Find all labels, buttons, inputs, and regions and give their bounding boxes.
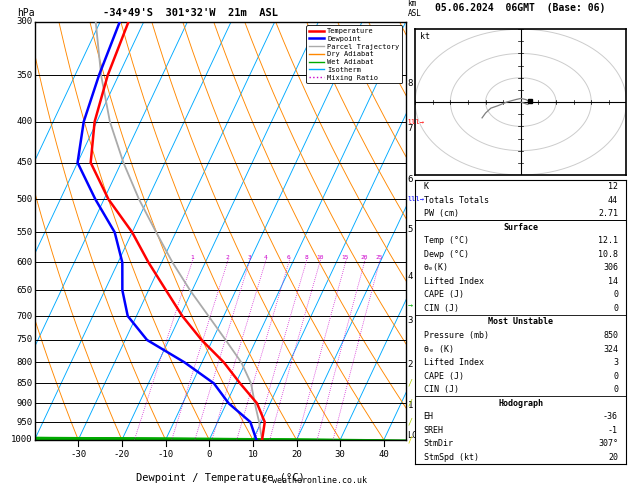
Text: lll→: lll→ xyxy=(408,119,425,125)
Text: StmSpd (kt): StmSpd (kt) xyxy=(423,453,479,462)
Text: /: / xyxy=(408,417,413,427)
Text: 2.71: 2.71 xyxy=(598,209,618,218)
Text: 307°: 307° xyxy=(598,439,618,448)
Text: 950: 950 xyxy=(16,417,33,427)
Text: /: / xyxy=(408,379,413,388)
Text: 40: 40 xyxy=(379,450,389,459)
Text: 3: 3 xyxy=(613,358,618,367)
Text: 324: 324 xyxy=(603,345,618,353)
Text: K: K xyxy=(423,182,428,191)
Text: 6: 6 xyxy=(287,256,291,260)
Text: CIN (J): CIN (J) xyxy=(423,304,459,313)
Text: Lifted Index: Lifted Index xyxy=(423,277,484,286)
Text: 850: 850 xyxy=(16,379,33,388)
Text: hPa: hPa xyxy=(17,8,35,17)
Text: -1: -1 xyxy=(608,426,618,435)
Text: 10: 10 xyxy=(248,450,259,459)
Text: Dewpoint / Temperature (°C): Dewpoint / Temperature (°C) xyxy=(136,473,304,483)
Text: Mixing Ratio (g/kg): Mixing Ratio (g/kg) xyxy=(450,183,459,278)
Text: 4: 4 xyxy=(408,272,413,281)
Text: 8: 8 xyxy=(304,256,308,260)
Text: 2: 2 xyxy=(408,360,413,369)
Text: lll→: lll→ xyxy=(408,196,425,202)
Text: kt: kt xyxy=(420,32,430,41)
Text: Pressure (mb): Pressure (mb) xyxy=(423,331,489,340)
Text: 15: 15 xyxy=(342,256,349,260)
Text: © weatheronline.co.uk: © weatheronline.co.uk xyxy=(262,476,367,485)
Text: 12: 12 xyxy=(608,182,618,191)
Text: -30: -30 xyxy=(70,450,86,459)
Text: Hodograph: Hodograph xyxy=(498,399,543,408)
Text: /: / xyxy=(408,399,413,408)
Text: 350: 350 xyxy=(16,71,33,80)
Text: 05.06.2024  06GMT  (Base: 06): 05.06.2024 06GMT (Base: 06) xyxy=(435,3,605,14)
Text: 0: 0 xyxy=(613,291,618,299)
Text: SREH: SREH xyxy=(423,426,443,435)
Text: 550: 550 xyxy=(16,228,33,237)
Legend: Temperature, Dewpoint, Parcel Trajectory, Dry Adiabat, Wet Adiabat, Isotherm, Mi: Temperature, Dewpoint, Parcel Trajectory… xyxy=(306,25,402,83)
Text: 700: 700 xyxy=(16,312,33,320)
Text: Most Unstable: Most Unstable xyxy=(488,317,554,327)
Text: 0: 0 xyxy=(206,450,212,459)
Text: 8: 8 xyxy=(408,79,413,88)
Text: -36: -36 xyxy=(603,412,618,421)
Text: 30: 30 xyxy=(335,450,345,459)
Text: 6: 6 xyxy=(408,174,413,184)
Text: 44: 44 xyxy=(608,196,618,205)
Text: 1000: 1000 xyxy=(11,435,33,444)
Text: 0: 0 xyxy=(613,372,618,381)
Text: Lifted Index: Lifted Index xyxy=(423,358,484,367)
Text: -20: -20 xyxy=(114,450,130,459)
Text: 1: 1 xyxy=(190,256,194,260)
Text: 900: 900 xyxy=(16,399,33,408)
Text: 600: 600 xyxy=(16,258,33,267)
Text: 0: 0 xyxy=(613,304,618,313)
Text: 300: 300 xyxy=(16,17,33,26)
Text: 2: 2 xyxy=(225,256,229,260)
Text: 20: 20 xyxy=(360,256,368,260)
Text: -34°49'S  301°32'W  21m  ASL: -34°49'S 301°32'W 21m ASL xyxy=(103,8,278,17)
Text: 750: 750 xyxy=(16,335,33,345)
Text: 500: 500 xyxy=(16,195,33,204)
Text: LCL: LCL xyxy=(408,431,423,440)
Text: CAPE (J): CAPE (J) xyxy=(423,372,464,381)
Text: 450: 450 xyxy=(16,158,33,167)
Text: 7: 7 xyxy=(408,124,413,133)
Text: EH: EH xyxy=(423,412,433,421)
Text: /: / xyxy=(408,435,413,444)
Text: 12.1: 12.1 xyxy=(598,236,618,245)
Text: CAPE (J): CAPE (J) xyxy=(423,291,464,299)
Text: 5: 5 xyxy=(408,225,413,234)
Text: →: → xyxy=(408,301,413,311)
Text: θₑ(K): θₑ(K) xyxy=(423,263,448,272)
Text: 800: 800 xyxy=(16,358,33,367)
Text: 0: 0 xyxy=(613,385,618,394)
Text: 10: 10 xyxy=(316,256,323,260)
Text: 14: 14 xyxy=(608,277,618,286)
Text: θₑ (K): θₑ (K) xyxy=(423,345,454,353)
Text: 10.8: 10.8 xyxy=(598,250,618,259)
Text: CIN (J): CIN (J) xyxy=(423,385,459,394)
Text: 850: 850 xyxy=(603,331,618,340)
Text: Surface: Surface xyxy=(503,223,538,232)
Text: 20: 20 xyxy=(608,453,618,462)
Text: Totals Totals: Totals Totals xyxy=(423,196,489,205)
Text: 650: 650 xyxy=(16,286,33,295)
Text: 400: 400 xyxy=(16,117,33,126)
Text: -10: -10 xyxy=(157,450,174,459)
Text: 306: 306 xyxy=(603,263,618,272)
Text: Temp (°C): Temp (°C) xyxy=(423,236,469,245)
Text: 25: 25 xyxy=(376,256,383,260)
Text: 3: 3 xyxy=(408,316,413,326)
Text: StmDir: StmDir xyxy=(423,439,454,448)
Text: 1: 1 xyxy=(408,400,413,410)
Text: PW (cm): PW (cm) xyxy=(423,209,459,218)
Text: Dewp (°C): Dewp (°C) xyxy=(423,250,469,259)
Text: 20: 20 xyxy=(291,450,302,459)
Text: 4: 4 xyxy=(264,256,267,260)
Text: km
ASL: km ASL xyxy=(408,0,421,17)
Text: 3: 3 xyxy=(247,256,251,260)
